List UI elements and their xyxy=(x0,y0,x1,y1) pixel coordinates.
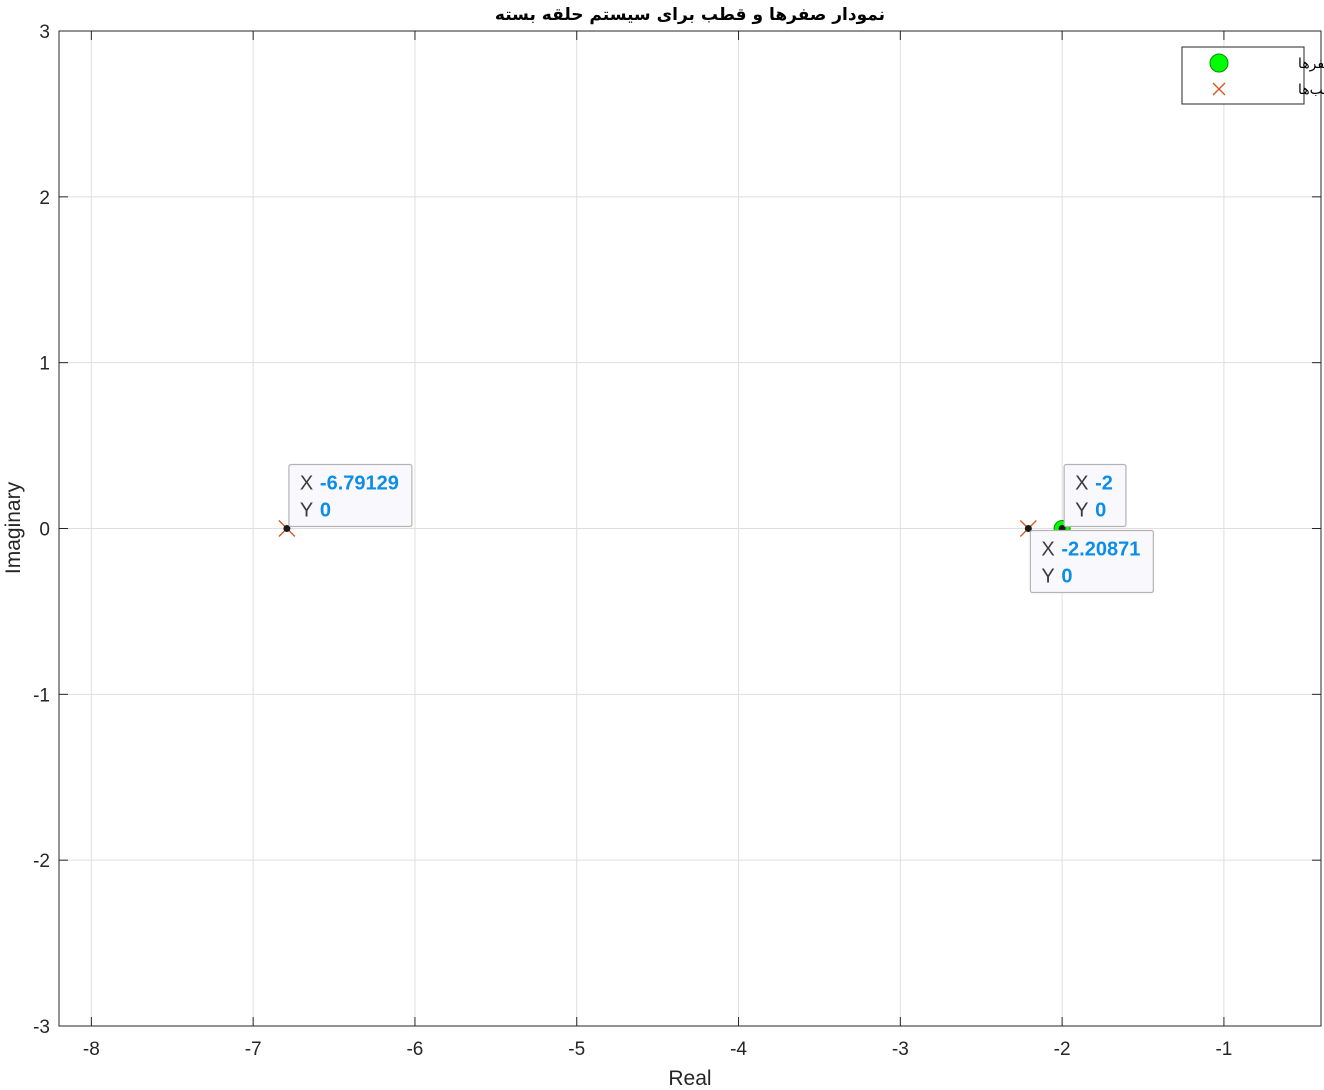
datatip-y-value: 0 xyxy=(1061,566,1072,588)
datatip-x-label: X xyxy=(300,473,313,495)
x-tick-label: -6 xyxy=(406,1039,423,1060)
legend-poles-label: قطب‌ها xyxy=(1298,82,1324,98)
datatip-y-value: 0 xyxy=(1095,500,1106,522)
datatip[interactable]: X -2 Y 0 xyxy=(1063,463,1127,528)
legend-zeros-label: صفرها xyxy=(1298,56,1324,72)
pole-datatip-dot xyxy=(1024,525,1032,532)
legend-poles-marker xyxy=(1212,82,1226,96)
y-tick-label: -2 xyxy=(33,851,50,872)
axis-ticks: -8 -7 -6 -5 -4 -3 -2 -1 -3 -2 -1 0 1 2 3 xyxy=(33,22,1321,1060)
y-tick-label: 2 xyxy=(39,188,50,209)
datatip-x-value: -6.79129 xyxy=(320,473,399,495)
chart-title: نمودار صفرها و قطب برای سیستم حلقه بسته xyxy=(495,5,885,25)
legend-box[interactable] xyxy=(1181,46,1305,105)
x-tick-label: -7 xyxy=(245,1039,262,1060)
datatip-x-label: X xyxy=(1041,539,1054,561)
datatip[interactable]: X -6.79129 Y 0 xyxy=(288,463,413,528)
datatip-box xyxy=(1063,463,1127,528)
datatip-x-label: X xyxy=(1075,473,1088,495)
datatip-y-label: Y xyxy=(1041,566,1054,588)
datatip-y-label: Y xyxy=(1075,500,1088,522)
y-tick-label: -3 xyxy=(33,1017,50,1038)
pole-datatip-dot xyxy=(283,525,291,532)
x-tick-label: -3 xyxy=(892,1039,909,1060)
datatip-box xyxy=(1029,529,1154,594)
y-tick-label: 1 xyxy=(39,354,50,375)
y-tick-label: 3 xyxy=(39,22,50,43)
legend-zeros-marker xyxy=(1209,53,1229,73)
datatip[interactable]: X -2.20871 Y 0 xyxy=(1029,529,1154,594)
y-axis-label: Imaginary xyxy=(2,481,25,574)
x-tick-label: -2 xyxy=(1054,1039,1071,1060)
legend[interactable]: صفرها قطب‌ها xyxy=(1181,46,1324,105)
x-tick-label: -4 xyxy=(730,1039,747,1060)
datatip-box xyxy=(288,463,413,528)
y-tick-label: -1 xyxy=(33,685,50,706)
x-tick-label: -1 xyxy=(1215,1039,1232,1060)
datatip-y-label: Y xyxy=(300,500,313,522)
y-tick-label: 0 xyxy=(39,520,50,541)
x-axis-label: Real xyxy=(668,1067,711,1090)
datatip-x-value: -2.20871 xyxy=(1061,539,1140,561)
x-tick-label: -5 xyxy=(568,1039,585,1060)
datatip-y-value: 0 xyxy=(320,500,331,522)
datatip-x-value: -2 xyxy=(1095,473,1113,495)
x-tick-label: -8 xyxy=(83,1039,100,1060)
